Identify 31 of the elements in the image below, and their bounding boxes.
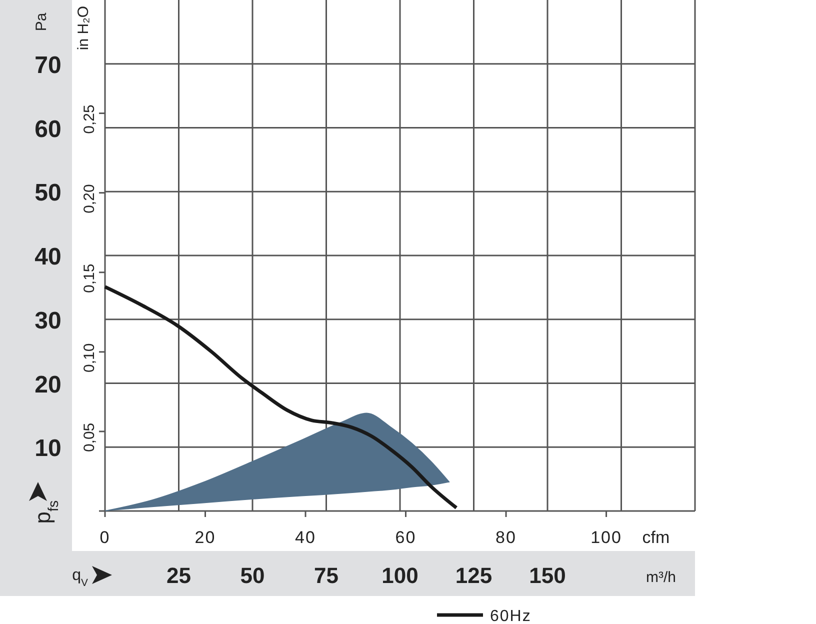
- x2-tick-label: 125: [455, 563, 492, 588]
- y2-axis-title: in H₂O: [75, 6, 92, 50]
- y-axis-title: Pa: [33, 12, 50, 32]
- x-tick-label: 40: [295, 528, 316, 547]
- x2-tick-label: 150: [529, 563, 566, 588]
- y-tick-label: 50: [34, 180, 62, 207]
- y-tick-label: 70: [34, 52, 62, 79]
- y-tick-label: 60: [34, 116, 62, 143]
- x2-tick-label: 50: [240, 563, 265, 588]
- text: q$_{V}$: [72, 567, 88, 588]
- x2-axis-title: m³/h: [646, 569, 676, 586]
- x-tick-label: 20: [194, 528, 216, 547]
- y-tick-label: 30: [34, 307, 62, 334]
- y2-tick-label: 0,25: [81, 104, 98, 134]
- x2-tick-label: 100: [382, 563, 418, 588]
- y2-tick-label: 0,05: [81, 422, 98, 452]
- x2-tick-label: 75: [314, 563, 338, 588]
- y-tick-label: 10: [34, 435, 62, 462]
- x-tick-label: 100: [590, 528, 622, 547]
- y-tick-label: 40: [34, 244, 62, 270]
- x-tick-label: 80: [496, 528, 516, 547]
- y2-tick-label: 0,20: [81, 184, 98, 214]
- line-series: [103, 285, 458, 510]
- x-tick-label: 0: [100, 528, 110, 547]
- x-tick-label: 60: [395, 528, 416, 547]
- legend-label: 60Hz: [490, 608, 532, 624]
- x-axis-title: cfm: [642, 528, 670, 547]
- x2-tick-label: 25: [166, 563, 191, 588]
- y2-tick-label: 0,10: [81, 343, 98, 373]
- y-tick-label: 20: [34, 371, 62, 398]
- y2-tick-label: 0,15: [81, 264, 98, 293]
